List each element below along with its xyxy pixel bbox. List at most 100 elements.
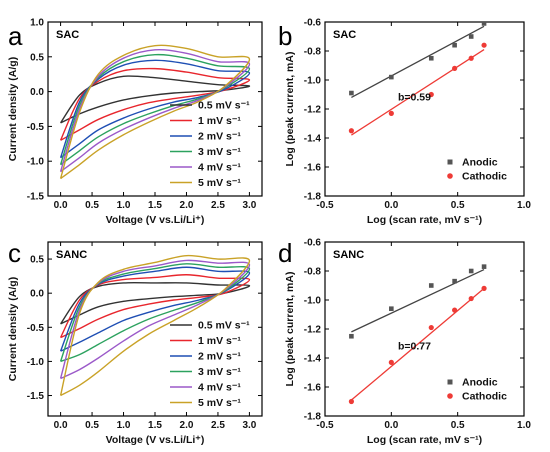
panel-letter: d: [278, 238, 292, 268]
x-tick-label: 1.0: [117, 420, 131, 431]
cv-curve-0: [60, 75, 251, 124]
data-point-cathodic: [452, 307, 458, 313]
legend-label: 0.5 mV s⁻¹: [198, 100, 250, 112]
y-axis-label: Current density (A/g): [7, 57, 19, 161]
y-axis-label: Log (peak current, mA): [284, 52, 296, 167]
legend-label: 4 mV s⁻¹: [198, 162, 241, 174]
legend-label: 5 mV s⁻¹: [198, 177, 241, 189]
x-tick-label: 1.0: [517, 200, 531, 211]
x-tick-label: 2.5: [211, 200, 225, 211]
y-tick-label: -1.6: [304, 383, 322, 394]
x-tick-label: -0.5: [316, 420, 334, 431]
legend-label: Cathodic: [462, 391, 507, 403]
y-tick-label: -0.5: [27, 323, 45, 334]
legend-label: Cathodic: [462, 171, 507, 183]
legend-label: Anodic: [462, 377, 498, 389]
data-point-cathodic: [388, 359, 394, 365]
y-tick-label: -1.2: [304, 325, 322, 336]
y-tick-label: 0.0: [30, 289, 44, 300]
data-point-anodic: [468, 268, 474, 274]
data-point-anodic: [389, 74, 394, 80]
data-point-cathodic: [388, 110, 394, 116]
y-tick-label: -1.8: [304, 192, 322, 203]
cv-curve-0: [60, 281, 251, 325]
x-axis-label: Log (scan rate, mV s⁻¹): [367, 214, 482, 226]
data-point-anodic: [428, 55, 434, 61]
y-axis-label: Current density (A/g): [7, 277, 19, 381]
data-point-anodic: [349, 333, 354, 339]
panel-title: SAC: [56, 29, 79, 41]
legend-label: 5 mV s⁻¹: [198, 397, 241, 409]
y-tick-label: -1.8: [304, 412, 322, 423]
panel-title: SAC: [333, 29, 356, 41]
plot-area: [59, 254, 251, 397]
y-tick-label: 0.0: [30, 87, 44, 98]
y-tick-label: -1.5: [27, 192, 45, 203]
legend-label: 1 mV s⁻¹: [198, 335, 241, 347]
y-tick-label: -1.0: [27, 357, 45, 368]
panel-b: b -0.5 0.0 0.5 1.0 -1.8 -1.6 -1.4 -1.2 -1.0 -0.8 -0…: [278, 18, 531, 227]
plot-area: [348, 22, 487, 136]
x-tick-label: 0.5: [85, 420, 99, 431]
plot-area: [59, 44, 251, 180]
legend-label: 2 mV s⁻¹: [198, 351, 241, 363]
cv-curve-5: [59, 254, 251, 397]
y-tick-label: -1.0: [304, 296, 322, 307]
fit-line-1: [351, 49, 485, 136]
y-tick-label: -0.6: [304, 238, 322, 249]
x-tick-label: 1.0: [117, 200, 131, 211]
cv-curve-4: [59, 259, 251, 380]
slope-annotation: b=0.59: [398, 91, 431, 103]
panel-a: a 0.0 0.5 1.0 1.5 2.0 2.5 3.0 -1.5 -1.0 -0.5 0.0 0.5…: [7, 18, 263, 226]
y-tick-label: 1.0: [30, 18, 44, 29]
panel-letter: b: [278, 21, 292, 51]
y-tick-label: -1.2: [304, 105, 322, 116]
data-point-anodic: [468, 34, 474, 39]
data-point-anodic: [349, 90, 354, 96]
data-point-cathodic: [481, 285, 487, 291]
data-point-cathodic: [452, 65, 458, 71]
data-point-anodic: [452, 42, 457, 48]
cv-curve-5: [59, 44, 251, 180]
y-tick-label: 0.5: [30, 52, 44, 63]
y-tick-label: -0.5: [27, 122, 45, 133]
cv-curve-3: [59, 53, 251, 166]
y-tick-label: -1.5: [27, 391, 45, 402]
legend-label: 2 mV s⁻¹: [198, 131, 241, 143]
y-tick-label: 0.5: [30, 255, 44, 266]
x-axis-label: Voltage (V vs.Li/Li⁺): [106, 434, 205, 446]
x-tick-label: 2.5: [211, 420, 225, 431]
x-axis-label: Log (scan rate, mV s⁻¹): [367, 434, 482, 446]
x-tick-label: -0.5: [316, 200, 334, 211]
x-tick-label: 0.0: [54, 420, 68, 431]
data-point-anodic: [389, 306, 394, 311]
y-tick-label: -0.6: [304, 18, 322, 29]
slope-annotation: b=0.77: [398, 340, 431, 352]
y-tick-label: -1.4: [304, 354, 322, 365]
y-tick-label: -1.0: [27, 157, 45, 168]
panel-title: SANC: [56, 249, 87, 261]
fit-line-0: [351, 268, 485, 333]
plot-area: [348, 264, 487, 405]
y-tick-label: -1.0: [304, 76, 322, 87]
data-point-anodic: [481, 22, 487, 26]
x-tick-label: 0.0: [384, 200, 398, 211]
x-tick-label: 2.0: [180, 420, 194, 431]
fit-line-1: [350, 287, 485, 401]
y-tick-label: -1.6: [304, 163, 322, 174]
data-point-cathodic: [428, 324, 434, 331]
legend-marker: [447, 159, 453, 165]
y-tick-label: -0.8: [304, 47, 322, 58]
x-tick-label: 3.0: [242, 200, 256, 211]
x-tick-label: 0.5: [451, 200, 465, 211]
panel-letter: c: [8, 238, 21, 268]
legend-label: Anodic: [462, 157, 498, 169]
cv-curve-4: [59, 48, 251, 173]
data-point-anodic: [428, 283, 434, 288]
data-point-cathodic: [481, 42, 487, 48]
data-point-anodic: [452, 278, 457, 284]
cv-curve-1: [59, 67, 251, 141]
legend-label: 3 mV s⁻¹: [198, 146, 241, 158]
legend-marker: [447, 379, 453, 385]
